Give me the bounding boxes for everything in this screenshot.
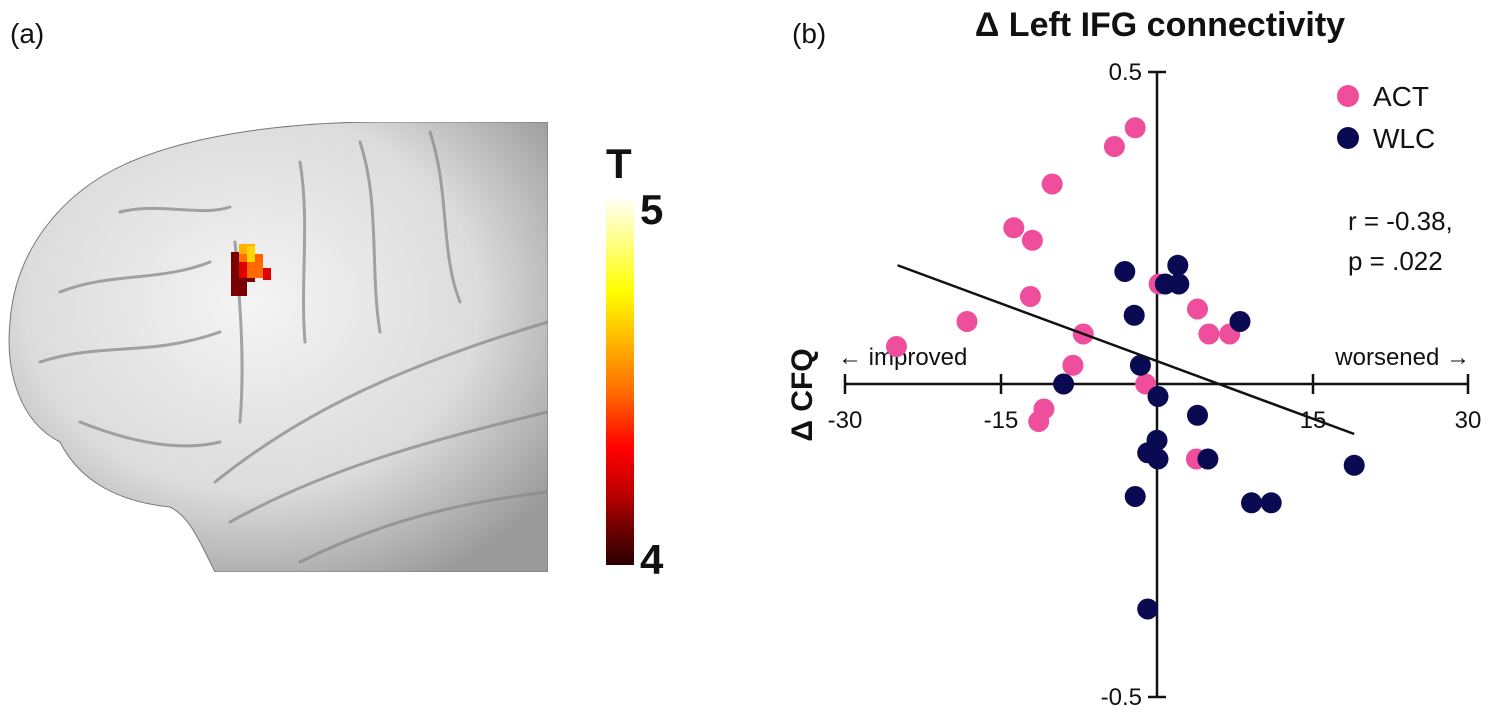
y-axis-label: Δ CFQ	[786, 348, 819, 441]
data-point-wlc	[1137, 598, 1159, 620]
data-points	[886, 117, 1365, 620]
panel-label-b: (b)	[792, 18, 827, 49]
x-annotation-worsened: worsened →	[1334, 344, 1470, 371]
colorbar-gradient	[606, 200, 634, 565]
y-tick-label: -0.5	[1101, 684, 1142, 711]
activation-cluster	[231, 244, 271, 296]
data-point-act	[1019, 286, 1041, 307]
x-tick-label: 15	[1300, 407, 1327, 434]
data-point-wlc	[1229, 311, 1251, 332]
data-point-wlc	[1168, 273, 1190, 295]
data-point-wlc	[1123, 304, 1145, 326]
data-point-wlc	[1053, 373, 1075, 395]
colorbar-max-label: 5	[640, 186, 664, 233]
x-tick-label: -30	[828, 407, 863, 434]
legend-marker-act	[1337, 85, 1359, 107]
correlation-p: p = .022	[1348, 246, 1443, 276]
data-point-wlc	[1343, 454, 1365, 476]
y-axis	[1148, 70, 1166, 699]
legend-marker-wlc	[1337, 127, 1359, 149]
data-point-wlc	[1147, 448, 1169, 470]
chart-title: Δ Left IFG connectivity	[975, 6, 1345, 44]
regression-line	[897, 264, 1355, 436]
correlation-r: r = -0.38,	[1348, 206, 1453, 236]
panel-label-a: (a)	[10, 18, 45, 49]
x-tick-label: -15	[984, 407, 1019, 434]
data-point-wlc	[1241, 492, 1262, 514]
data-point-wlc	[1124, 486, 1146, 507]
legend-label-act: ACT	[1373, 81, 1429, 112]
data-point-act	[1021, 229, 1043, 251]
data-point-act	[1198, 323, 1220, 345]
legend-label-wlc: WLC	[1373, 123, 1435, 154]
colorbar-min-label: 4	[640, 536, 664, 583]
brain-surface-image	[8, 122, 548, 572]
data-point-act	[1003, 217, 1025, 239]
colorbar	[604, 190, 694, 590]
x-tick-label: 30	[1455, 407, 1482, 434]
data-point-wlc	[1129, 354, 1151, 376]
colorbar-title: T	[606, 140, 632, 187]
data-point-act	[1124, 117, 1146, 139]
legend: ACT WLC	[1337, 81, 1435, 154]
data-point-act	[1041, 173, 1063, 195]
data-point-wlc	[1187, 404, 1208, 426]
data-point-wlc	[1114, 261, 1136, 282]
data-point-act	[886, 336, 907, 357]
data-point-act	[1062, 354, 1084, 376]
data-point-wlc	[1167, 254, 1189, 276]
data-point-act	[1187, 298, 1208, 320]
data-point-wlc	[1260, 492, 1282, 514]
y-tick-label: 0.5	[1109, 59, 1142, 86]
data-point-wlc	[1197, 448, 1219, 470]
data-point-wlc	[1147, 386, 1169, 407]
data-point-act	[956, 311, 978, 332]
data-point-act	[1028, 411, 1050, 432]
data-point-act	[1103, 136, 1125, 157]
